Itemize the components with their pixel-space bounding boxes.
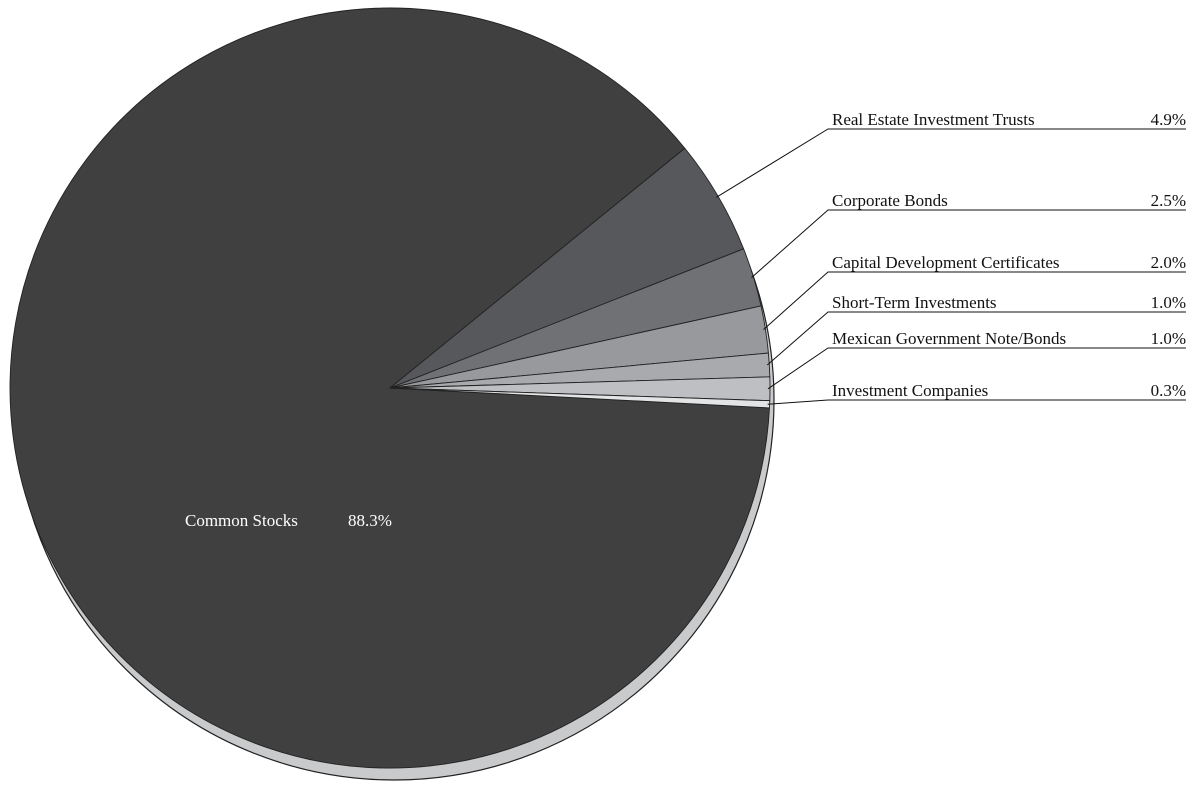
label-common-stocks: Common Stocks [185, 511, 298, 530]
value-investment-companies: 0.3% [1151, 381, 1186, 400]
leader-line-mexican-government-note-bonds [767, 347, 1186, 390]
label-real-estate-investment-trusts: Real Estate Investment Trusts [832, 110, 1035, 129]
value-real-estate-investment-trusts: 4.9% [1151, 110, 1186, 129]
pie-slice-layer [9, 7, 771, 769]
leader-line-layer [716, 128, 1186, 405]
label-corporate-bonds: Corporate Bonds [832, 191, 948, 210]
value-short-term-investments: 1.0% [1151, 293, 1186, 312]
value-common-stocks: 88.3% [348, 511, 392, 530]
value-corporate-bonds: 2.5% [1151, 191, 1186, 210]
label-layer: Real Estate Investment Trusts 4.9% Corpora… [185, 110, 1186, 530]
leader-line-real-estate-investment-trusts [716, 128, 1186, 198]
value-mexican-government-note-bonds: 1.0% [1151, 329, 1186, 348]
leader-line-short-term-investments [766, 311, 1186, 366]
label-capital-development-certificates: Capital Development Certificates [832, 253, 1060, 272]
label-investment-companies: Investment Companies [832, 381, 988, 400]
leader-line-capital-development-certificates [763, 271, 1186, 331]
label-short-term-investments: Short-Term Investments [832, 293, 997, 312]
leader-line-corporate-bonds [751, 209, 1186, 278]
leader-line-investment-companies [767, 399, 1186, 405]
label-mexican-government-note-bonds: Mexican Government Note/Bonds [832, 329, 1066, 348]
value-capital-development-certificates: 2.0% [1151, 253, 1186, 272]
